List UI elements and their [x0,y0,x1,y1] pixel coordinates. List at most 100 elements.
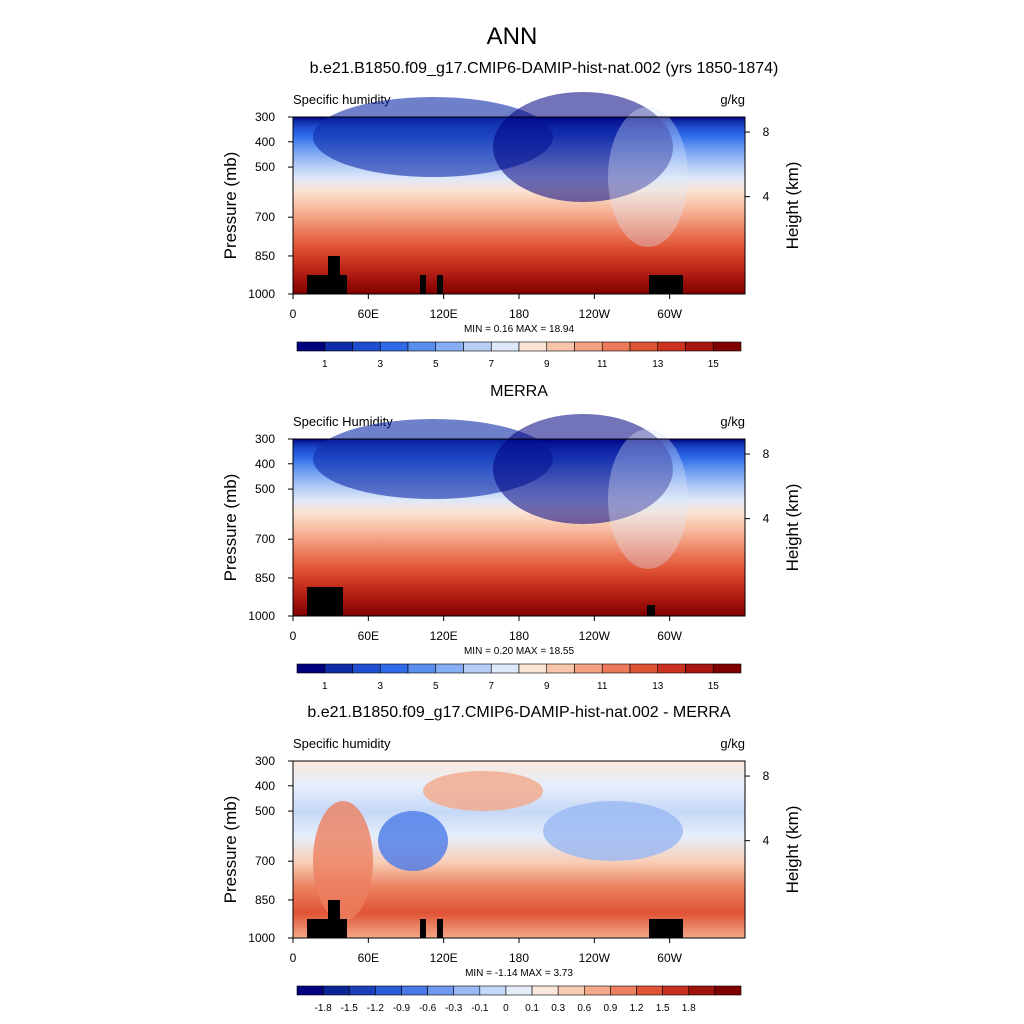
colorbar-label: -0.1 [471,1003,489,1014]
colorbar-label: 11 [597,359,608,370]
colorbar-label: -1.2 [367,1003,385,1014]
colorbar-swatch [714,985,742,996]
y-tick-label: 700 [255,532,275,546]
orography-mask [437,919,443,938]
colorbar-label: 1 [322,681,328,692]
colorbar-swatch [463,341,492,352]
colorbar-swatch [352,663,381,674]
y-tick-label: 1000 [248,287,275,301]
x-tick-label: 120W [579,307,611,321]
y-tick-label: 400 [255,779,275,793]
min-max-stats: MIN = -1.14 MAX = 3.73 [465,968,573,979]
field-feature [543,801,683,861]
y-right-tick-label: 4 [763,512,770,526]
colorbar-label: 0.3 [551,1003,565,1014]
colorbar-swatch [662,985,690,996]
orography-mask [647,605,655,616]
colorbar-swatch [435,341,464,352]
field-feature [608,429,688,569]
colorbar-swatch [296,985,324,996]
colorbar-swatch [296,341,326,352]
colorbar-label: -0.6 [419,1003,437,1014]
colorbar-label: 9 [544,359,550,370]
colorbar-label: -0.3 [445,1003,463,1014]
colorbar-label: 1.2 [630,1003,644,1014]
colorbar-swatch [574,663,603,674]
panel-subtitle-left: Specific Humidity [293,414,393,429]
y-tick-label: 300 [255,110,275,124]
colorbar-label: 7 [488,681,494,692]
panel-units: g/kg [720,92,745,107]
orography-mask [420,919,426,938]
colorbar-swatch [557,985,585,996]
colorbar-label: 0.6 [577,1003,591,1014]
y-axis-label-right: Height (km) [783,162,802,250]
colorbar-swatch [296,663,326,674]
y-tick-label: 400 [255,457,275,471]
chart-panel-2: MERRA Specific Humidity g/kg 0 60E 120E 180 120… [221,383,802,692]
x-tick-label: 60W [657,951,682,965]
panel-units: g/kg [720,414,745,429]
colorbar-swatch [324,341,353,352]
colorbar-label: 3 [377,359,383,370]
colorbar-swatch [629,341,659,352]
y-tick-label: 850 [255,249,275,263]
colorbar-label: -1.5 [341,1003,359,1014]
colorbar-label: 3 [377,681,383,692]
x-tick-label: 180 [509,307,529,321]
orography-mask [649,275,683,294]
y-axis-label: Pressure (mb) [221,796,240,904]
x-tick-label: 60E [358,307,379,321]
colorbar-swatch [574,341,603,352]
y-right-tick-label: 4 [763,834,770,848]
colorbar-swatch [379,341,409,352]
field-feature [423,771,543,811]
colorbar-swatch [688,985,716,996]
field-feature [493,414,673,524]
y-tick-label: 500 [255,160,275,174]
y-tick-label: 1000 [248,609,275,623]
x-tick-label: 120E [430,951,458,965]
colorbar-label: 1.5 [656,1003,670,1014]
panel-title: MERRA [490,383,548,400]
colorbar-swatch [324,663,353,674]
colorbar-swatch [348,985,376,996]
y-axis-label-right: Height (km) [783,484,802,572]
colorbar-swatch [583,985,611,996]
colorbar-swatch [610,985,637,996]
x-tick-label: 60W [657,307,682,321]
colorbar-swatch [463,663,492,674]
colorbar-swatch [601,341,631,352]
x-tick-label: 60W [657,629,682,643]
y-tick-label: 300 [255,432,275,446]
colorbar-label: 5 [433,359,439,370]
panel-units: g/kg [720,736,745,751]
colorbar-label: -0.9 [393,1003,411,1014]
x-tick-label: 120W [579,951,611,965]
colorbar-swatch [518,663,548,674]
colorbar-swatch [352,341,381,352]
orography-mask [328,900,340,938]
chart-panel-3: b.e21.B1850.f09_g17.CMIP6-DAMIP-hist-nat… [221,704,802,1014]
colorbar-swatch [401,985,428,996]
y-tick-label: 700 [255,854,275,868]
y-tick-label: 500 [255,804,275,818]
colorbar-swatch [407,341,437,352]
x-tick-label: 0 [290,629,297,643]
colorbar-swatch [375,985,402,996]
panel-subtitle-left: Specific humidity [293,92,391,107]
y-tick-label: 700 [255,210,275,224]
colorbar-swatch [657,663,686,674]
colorbar-swatch [712,341,742,352]
panel-title: b.e21.B1850.f09_g17.CMIP6-DAMIP-hist-nat… [307,704,731,721]
colorbar-label: 7 [488,359,494,370]
colorbar-label: 13 [652,681,664,692]
colorbar-label: 15 [708,359,720,370]
colorbar-label: 15 [708,681,720,692]
orography-mask [649,919,683,938]
y-axis-label: Pressure (mb) [221,474,240,582]
x-tick-label: 60E [358,629,379,643]
colorbar-swatch [379,663,409,674]
colorbar-label: 0.9 [603,1003,617,1014]
y-right-tick-label: 8 [763,769,770,783]
